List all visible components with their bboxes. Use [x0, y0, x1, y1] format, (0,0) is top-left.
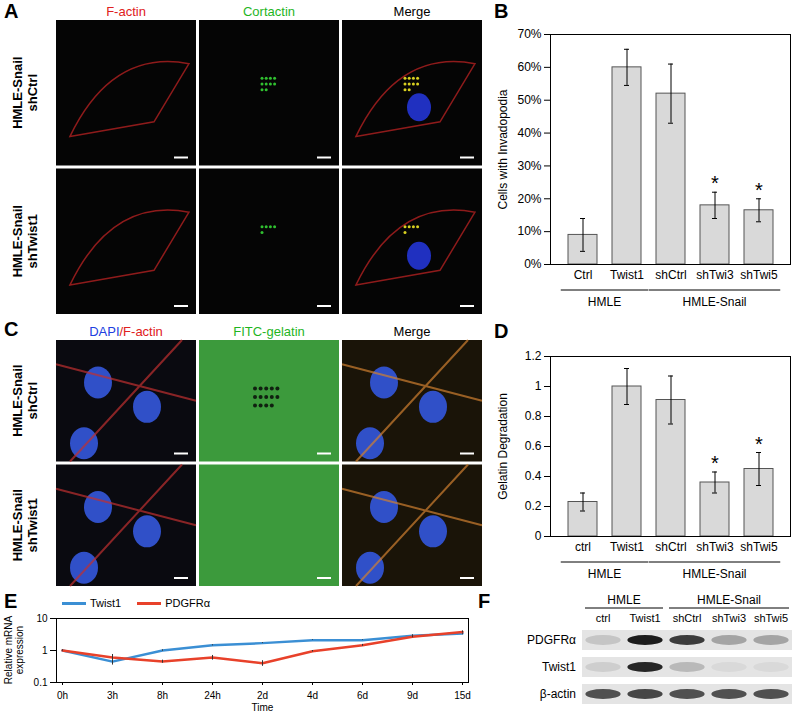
html-text:B: B	[494, 0, 509, 22]
svg-text:0: 0	[535, 529, 542, 543]
svg-text:shTwi3: shTwi3	[712, 612, 746, 624]
svg-text:shTwi5: shTwi5	[754, 612, 788, 624]
html-text:E: E	[4, 590, 18, 612]
svg-text:F-actin: F-actin	[106, 4, 146, 19]
svg-text:20%: 20%	[517, 192, 541, 206]
svg-text:24h: 24h	[204, 690, 221, 701]
html-text:D: D	[494, 320, 509, 342]
svg-text:shTwi5: shTwi5	[740, 268, 778, 282]
svg-text:*: *	[755, 433, 763, 455]
svg-text:9d: 9d	[407, 690, 418, 701]
svg-text:shTwi3: shTwi3	[696, 540, 734, 554]
svg-text:1.2: 1.2	[525, 349, 542, 363]
svg-text:Twist1: Twist1	[610, 268, 644, 282]
svg-text:60%: 60%	[517, 60, 541, 74]
svg-text:DAPI/F-actin: DAPI/F-actin	[89, 324, 163, 339]
svg-text:70%: 70%	[517, 27, 541, 41]
svg-text:HMLE-Snail: HMLE-Snail	[682, 567, 746, 581]
svg-text:FITC-gelatin: FITC-gelatin	[233, 324, 305, 339]
svg-text:Ctrl: Ctrl	[574, 268, 593, 282]
svg-text:10: 10	[36, 613, 48, 624]
svg-text:shTwi5: shTwi5	[740, 540, 778, 554]
svg-text:Twist1: Twist1	[629, 612, 660, 624]
svg-text:HMLE-SnailshCtrl: HMLE-SnailshCtrl	[10, 57, 40, 129]
svg-text:ctrl: ctrl	[575, 540, 591, 554]
svg-text:*: *	[711, 172, 719, 194]
svg-text:1: 1	[42, 645, 48, 656]
svg-text:Twist1: Twist1	[610, 540, 644, 554]
svg-text:*: *	[755, 179, 763, 201]
svg-text:β-actin: β-actin	[540, 687, 576, 701]
svg-text:40%: 40%	[517, 126, 541, 140]
svg-text:ctrl: ctrl	[596, 612, 611, 624]
html-text:Relative mRNA expression: Relative mRNA expression	[3, 615, 25, 685]
svg-text:0h: 0h	[57, 690, 68, 701]
svg-text:0.6: 0.6	[525, 439, 542, 453]
svg-text:Merge: Merge	[394, 324, 431, 339]
svg-text:shCtrl: shCtrl	[655, 540, 686, 554]
svg-text:HMLE-Snail: HMLE-Snail	[697, 593, 761, 607]
svg-text:50%: 50%	[517, 93, 541, 107]
svg-text:0.2: 0.2	[525, 499, 542, 513]
svg-text:0%: 0%	[524, 257, 542, 271]
svg-text:30%: 30%	[517, 159, 541, 173]
html-text:Twist1: Twist1	[90, 597, 122, 609]
svg-text:4d: 4d	[307, 690, 318, 701]
svg-text:HMLE-Snail: HMLE-Snail	[682, 295, 746, 309]
html-text:PDGFRα: PDGFRα	[165, 597, 210, 609]
svg-text:HMLE-SnailshTwist1: HMLE-SnailshTwist1	[10, 489, 40, 561]
svg-text:0.4: 0.4	[525, 469, 542, 483]
svg-text:Merge: Merge	[394, 4, 431, 19]
svg-text:0.1: 0.1	[34, 677, 48, 688]
svg-text:PDGFRα: PDGFRα	[527, 633, 576, 647]
svg-text:Time: Time	[252, 702, 274, 713]
svg-text:0.8: 0.8	[525, 409, 542, 423]
svg-text:Gelatin Degradation: Gelatin Degradation	[496, 393, 510, 500]
html-text:C: C	[4, 318, 19, 340]
svg-text:10%: 10%	[517, 224, 541, 238]
svg-text:3h: 3h	[107, 690, 118, 701]
svg-text:shCtrl: shCtrl	[655, 268, 686, 282]
svg-text:6d: 6d	[357, 690, 368, 701]
svg-text:15d: 15d	[454, 690, 471, 701]
svg-text:HMLE-SnailshCtrl: HMLE-SnailshCtrl	[10, 365, 40, 437]
svg-text:HMLE: HMLE	[588, 567, 621, 581]
svg-text:8h: 8h	[157, 690, 168, 701]
html-text:A: A	[4, 0, 19, 22]
svg-text:2d: 2d	[257, 690, 268, 701]
html-text:F: F	[478, 590, 491, 612]
svg-text:HMLE: HMLE	[607, 593, 640, 607]
svg-text:HMLE: HMLE	[588, 295, 621, 309]
svg-text:1: 1	[535, 379, 542, 393]
svg-text:Cells with Invadopodia: Cells with Invadopodia	[496, 89, 510, 209]
svg-text:HMLE-SnailshTwist1: HMLE-SnailshTwist1	[10, 205, 40, 277]
svg-text:Twist1: Twist1	[542, 660, 576, 674]
svg-text:*: *	[711, 452, 719, 474]
svg-text:Cortactin: Cortactin	[243, 4, 295, 19]
svg-text:shCtrl: shCtrl	[673, 612, 702, 624]
svg-text:shTwi3: shTwi3	[696, 268, 734, 282]
